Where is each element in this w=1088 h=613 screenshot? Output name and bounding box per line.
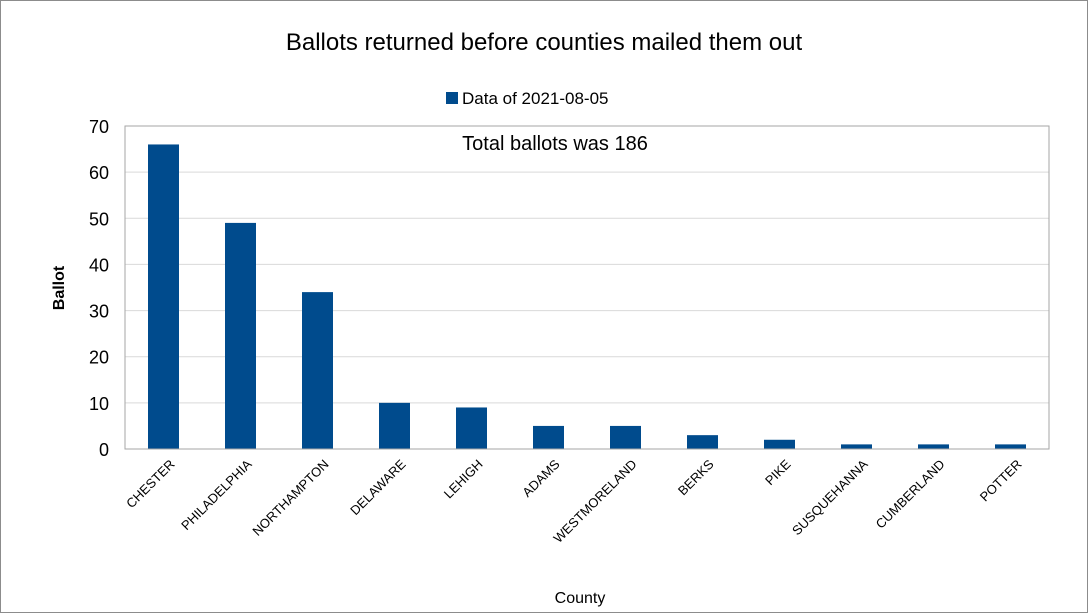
y-tick-label: 50	[89, 209, 109, 229]
legend-label: Data of 2021-08-05	[462, 89, 609, 108]
y-tick-label: 40	[89, 255, 109, 275]
x-tick-label-adams: ADAMS	[519, 456, 563, 500]
bars	[148, 144, 1026, 449]
x-tick-label-pike: PIKE	[762, 456, 794, 488]
bar-potter	[995, 444, 1026, 449]
legend-swatch	[446, 92, 458, 104]
plot-area-border	[124, 125, 1050, 450]
bar-cumberland	[918, 444, 949, 449]
bar-susquehanna	[841, 444, 872, 449]
x-tick-label-lehigh: LEHIGH	[441, 457, 486, 502]
bar-westmoreland	[610, 425, 641, 449]
y-tick-label: 0	[99, 440, 109, 460]
x-tick-label-berks: BERKS	[675, 456, 717, 498]
y-tick-label: 30	[89, 302, 109, 322]
bar-philadelphia	[225, 222, 256, 449]
bar-delaware	[379, 402, 410, 449]
x-axis-label: County	[555, 590, 606, 607]
bar-berks	[687, 435, 718, 449]
x-tick-label-susquehanna: SUSQUEHANNA	[789, 456, 871, 538]
y-tick-label: 60	[89, 163, 109, 183]
y-tick-label: 70	[89, 117, 109, 137]
x-tick-label-potter: POTTER	[977, 457, 1025, 505]
bar-pike	[764, 439, 795, 449]
total-ballots-annotation: Total ballots was 186	[462, 133, 648, 155]
chart-title: Ballots returned before counties mailed …	[286, 29, 803, 56]
bar-lehigh	[456, 407, 487, 449]
y-tick-label: 20	[89, 348, 109, 368]
x-tick-label-chester: CHESTER	[123, 457, 178, 512]
y-tick-label: 10	[89, 394, 109, 414]
legend: Data of 2021-08-05	[446, 89, 609, 108]
bar-northampton	[302, 292, 333, 449]
bar-adams	[533, 425, 564, 449]
gridlines	[125, 125, 1049, 450]
x-tick-label-cumberland: CUMBERLAND	[873, 457, 948, 532]
x-tick-label-philadelphia: PHILADELPHIA	[178, 456, 255, 533]
bar-chester	[148, 144, 179, 449]
x-tick-label-northampton: NORTHAMPTON	[249, 457, 331, 539]
y-axis-label: Ballot	[51, 265, 68, 310]
x-tick-label-westmoreland: WESTMORELAND	[550, 457, 639, 546]
y-tick-labels: 0 10 20 30 40 50 60 70	[89, 117, 109, 460]
x-tick-label-delaware: DELAWARE	[347, 456, 409, 518]
